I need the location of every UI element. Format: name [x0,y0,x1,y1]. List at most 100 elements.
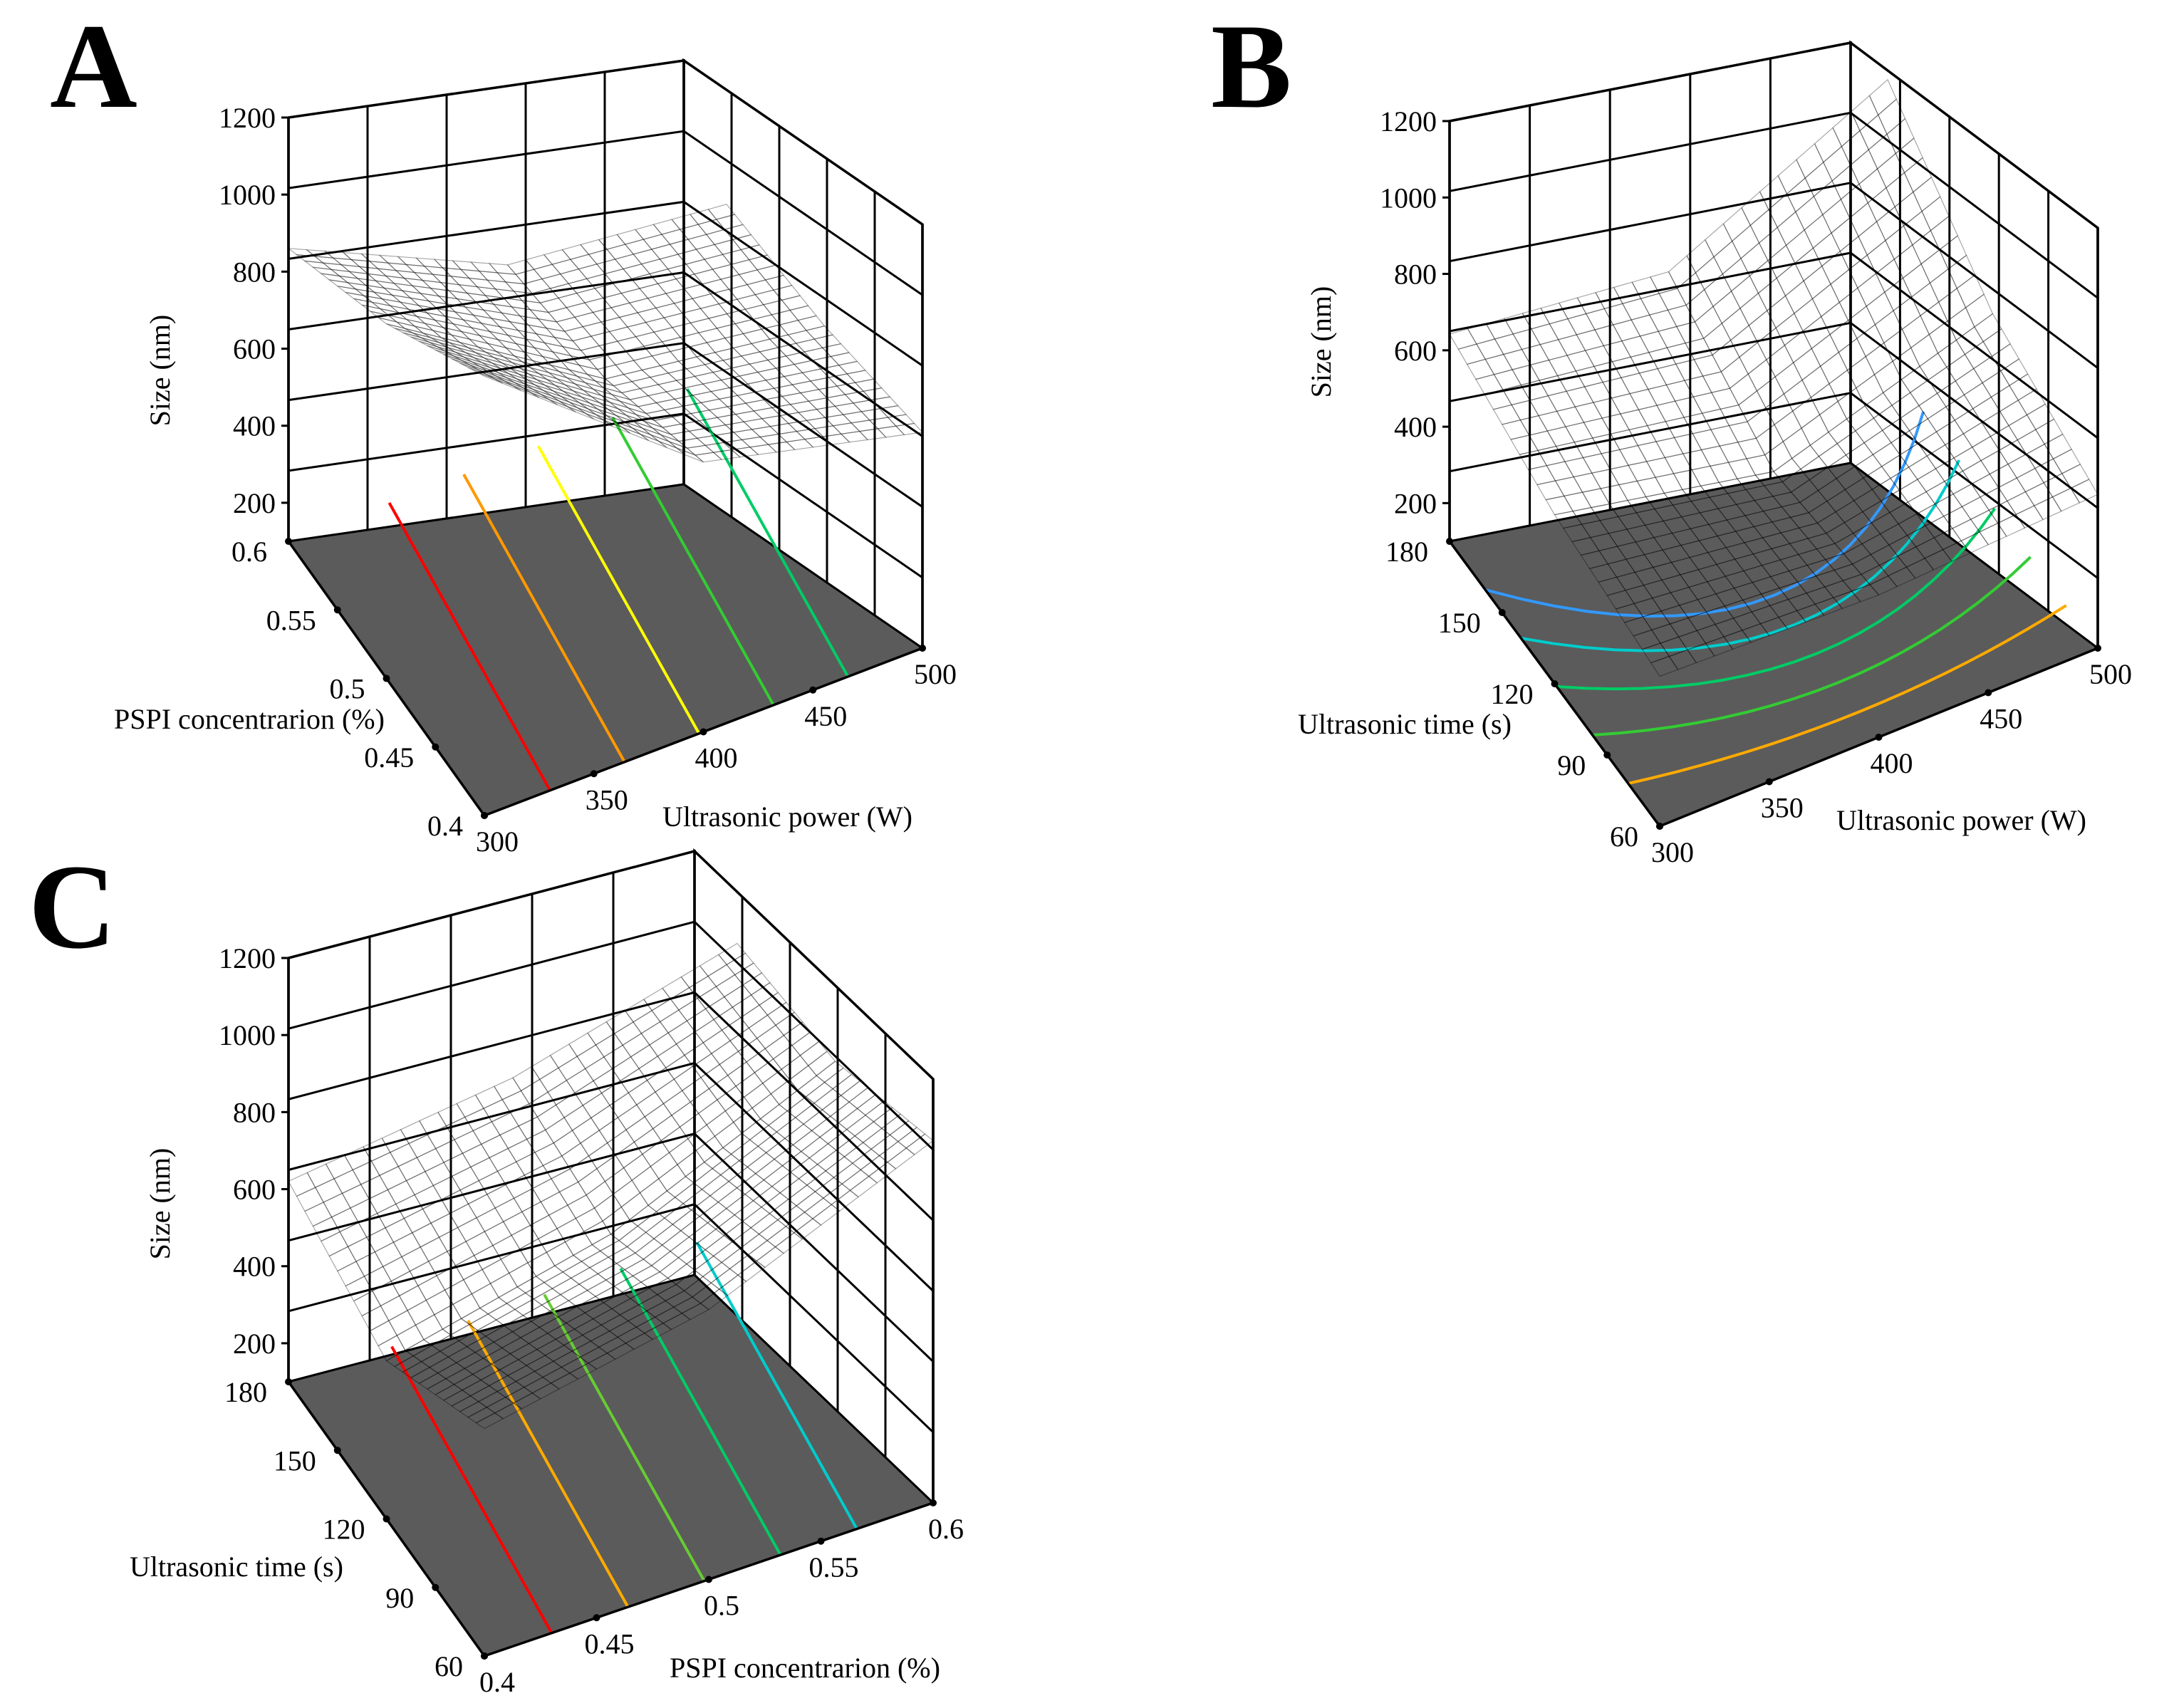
surface-cell [486,1396,515,1414]
surface-cell [1817,477,1846,502]
surface-cell [1718,478,1747,494]
surface-cell [477,1390,506,1408]
surface-cell [420,1236,448,1262]
surface-cell [370,1152,400,1177]
surface-cell [1971,435,2000,462]
surface-cell [793,1218,822,1240]
surface-cell [1937,339,1966,368]
surface-cell [1809,467,1837,491]
surface-cell [785,351,813,365]
surface-cell [721,1247,749,1270]
surface-cell [1671,528,1700,546]
surface-cell [640,434,667,449]
surface-cell [1700,445,1730,467]
surface-cell [398,1285,427,1311]
surface-cell [407,1299,435,1326]
x-tick-label: 0.45 [585,1628,635,1660]
surface-cell [1853,454,1883,479]
surface-cell [1585,308,1614,330]
surface-cell [1747,407,1775,439]
surface-cell [1527,465,1556,486]
surface-cell [584,1302,613,1320]
surface-cell [1761,559,1790,578]
y-tick-label: 0.5 [330,673,365,705]
surface-cell [529,308,558,323]
surface-cell [580,345,608,360]
surface-cell [1554,511,1583,529]
surface-cell [548,399,576,412]
surface-cell [801,368,830,382]
surface-cell [637,307,665,323]
surface-cell [825,1156,853,1178]
surface-cell [687,234,716,250]
floor-edge [484,647,923,817]
surface-cell [576,375,604,388]
surface-cell [590,330,618,347]
surface-cell [360,1175,389,1199]
surface-cell [400,290,430,302]
surface-cell [623,421,651,435]
surface-cell [449,276,479,288]
surface-cell [1528,430,1557,452]
surface-cell [385,1217,413,1243]
surface-cell [643,234,671,250]
surface-cell [1702,371,1731,393]
surface-cell [742,1206,771,1229]
surface-cell [401,1246,430,1272]
surface-cell [1863,466,1891,490]
surface-cell [304,1202,333,1227]
surface-cell [512,1066,541,1092]
surface-cell [1628,461,1656,482]
surface-cell [754,1158,784,1181]
surface-cell [420,1350,449,1368]
surface-cell [374,1241,402,1268]
surface-cell [642,1140,670,1167]
surface-cell [673,298,702,314]
surface-cell [576,288,604,303]
surface-cell [480,1369,509,1387]
surface-cell [551,395,578,409]
surface-cell [655,398,684,411]
surface-cell [435,1139,464,1163]
surface-cell [2017,429,2046,455]
surface-cell [1575,365,1604,387]
surface-cell [535,333,564,348]
surface-cell [690,318,718,333]
surface-cell [1701,408,1730,430]
surface-cell [651,998,680,1023]
surface-cell [447,290,477,303]
surface-cell [573,1318,603,1336]
surface-cell [1778,610,1806,630]
surface-cell [488,1375,517,1392]
surface-cell [1999,400,2028,427]
surface-cell [1564,422,1593,443]
surface-cell [502,1211,531,1236]
surface-cell [743,1083,772,1109]
surface-cell [543,342,573,357]
surface-cell [806,417,834,429]
surface-cell [1848,202,1878,237]
surface-cell [2008,414,2037,441]
surface-cell [1598,546,1627,565]
surface-cell [364,284,394,296]
surface-cell [435,308,465,321]
surface-cell [640,1021,669,1046]
surface-cell [1747,359,1776,392]
surface-cell [571,396,598,410]
surface-cell [469,1385,499,1402]
surface-cell [822,433,851,445]
surface-cell [416,1147,444,1172]
surface-cell [609,1092,638,1118]
surface-cell [759,347,787,361]
surface-cell [662,976,690,1000]
surface-cell [1731,224,1760,259]
surface-cell [579,1346,608,1364]
surface-cell [649,373,678,385]
surface-cell [695,352,724,365]
surface-cell [1963,382,1992,410]
surface-cell [477,346,505,358]
surface-cell [1675,359,1704,381]
surface-cell [799,389,828,402]
surface-cell [516,378,544,391]
surface-cell [1906,525,1935,548]
